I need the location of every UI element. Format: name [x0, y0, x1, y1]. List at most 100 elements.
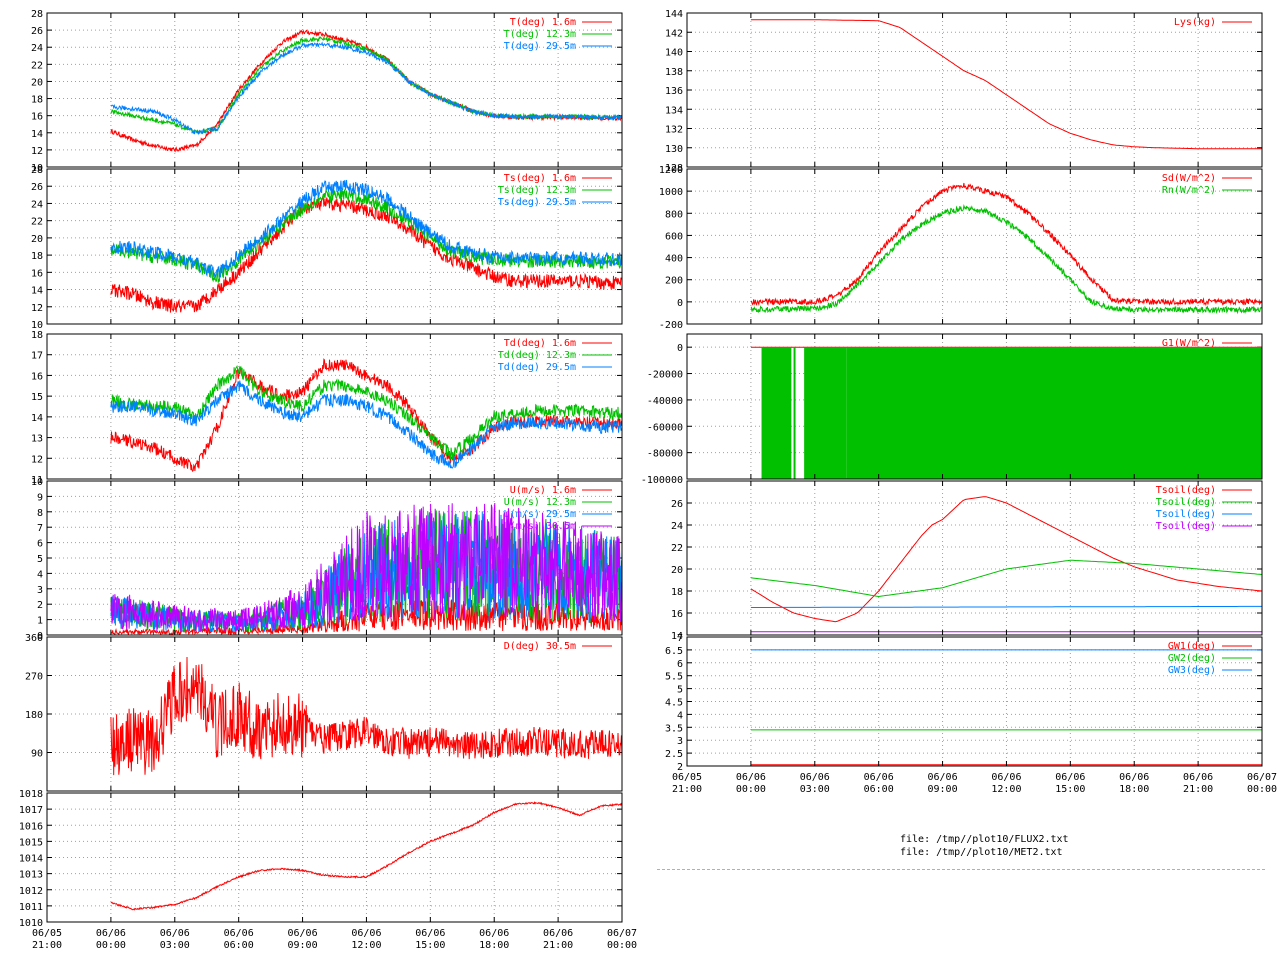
y-tick-label: 17	[31, 351, 43, 362]
y-tick-label: 16	[671, 609, 683, 620]
x-tick-label: 06/07	[607, 928, 637, 939]
y-tick-label: 2	[37, 600, 43, 611]
legend-label: Ts(deg) 29.5m	[498, 197, 576, 208]
x-tick-label: 18:00	[479, 940, 509, 951]
series-line-red	[110, 801, 623, 911]
legend-label: T(deg) 1.6m	[510, 17, 576, 28]
series-line-red	[110, 29, 623, 153]
legend-label: U(m/s) 30.5m	[504, 521, 576, 532]
y-tick-label: 24	[31, 199, 43, 210]
legend-label: Sd(W/m^2)	[1162, 173, 1216, 184]
series-line-blue	[110, 179, 623, 278]
series-line-red	[750, 496, 1263, 623]
plot-frame	[46, 480, 623, 636]
y-tick-label: 22	[31, 217, 43, 228]
x-tick-label: 09:00	[288, 940, 318, 951]
series-area-green	[846, 347, 1262, 479]
y-tick-label: 12	[31, 146, 43, 157]
x-tick-label: 21:00	[543, 940, 573, 951]
y-tick-label: 7	[677, 633, 683, 644]
y-tick-label: 26	[31, 182, 43, 193]
x-tick-label: 06/06	[800, 772, 830, 783]
x-tick-label: 12:00	[351, 940, 381, 951]
y-tick-label: 8	[37, 508, 43, 519]
plot-frame	[686, 168, 1263, 325]
series-line-blue	[110, 380, 623, 469]
x-tick-label: 06/05	[32, 928, 62, 939]
y-tick-label: 28	[31, 165, 43, 176]
x-tick-label: 06/06	[991, 772, 1021, 783]
y-tick-label: 6.5	[665, 646, 683, 657]
plot-frame	[46, 12, 623, 168]
legend-label: U(m/s) 1.6m	[510, 485, 576, 496]
x-tick-label: 09:00	[928, 784, 958, 795]
y-tick-label: 90	[31, 749, 43, 760]
y-tick-label: 1010	[19, 918, 43, 929]
y-tick-label: 134	[665, 105, 683, 116]
legend-label: Td(deg) 12.3m	[498, 350, 576, 361]
x-tick-label: 06/06	[96, 928, 126, 939]
plot-frame	[46, 636, 623, 792]
y-tick-label: 138	[665, 67, 683, 78]
y-tick-label: 26	[671, 499, 683, 510]
y-tick-label: 1014	[19, 854, 43, 865]
y-tick-label: 14	[671, 631, 683, 642]
x-tick-label: 00:00	[736, 784, 766, 795]
plot-frame	[686, 636, 1263, 767]
y-tick-label: 16	[31, 112, 43, 123]
plot-frame	[46, 792, 623, 923]
series-line-red	[750, 182, 1263, 307]
series-line-red	[110, 195, 623, 313]
x-tick-label: 06/06	[351, 928, 381, 939]
x-tick-label: 21:00	[672, 784, 702, 795]
y-tick-label: -20000	[647, 370, 683, 381]
legend-label: Rn(W/m^2)	[1162, 185, 1216, 196]
y-tick-label: 1	[37, 616, 43, 627]
y-tick-label: 1200	[659, 165, 683, 176]
y-tick-label: 0	[677, 298, 683, 309]
y-tick-label: 3	[37, 585, 43, 596]
y-tick-label: 10	[31, 320, 43, 331]
y-tick-label: 10	[31, 163, 43, 174]
y-tick-label: 140	[665, 48, 683, 59]
x-tick-label: 18:00	[1119, 784, 1149, 795]
y-tick-label: 20	[31, 234, 43, 245]
y-tick-label: 5	[677, 685, 683, 696]
plot-frame	[46, 333, 623, 480]
legend-label: G2(W/m^2)	[1162, 350, 1216, 361]
y-tick-label: 136	[665, 86, 683, 97]
legend-label: G1(W/m^2)	[1162, 338, 1216, 349]
y-tick-label: 4	[677, 710, 683, 721]
series-area-green	[804, 347, 847, 479]
y-tick-label: 5.5	[665, 672, 683, 683]
plot-frame	[46, 168, 623, 325]
y-tick-label: 130	[665, 144, 683, 155]
series-line-purple	[110, 502, 623, 633]
y-tick-label: 200	[665, 276, 683, 287]
y-tick-label: 14	[31, 413, 43, 424]
y-tick-label: 11	[31, 475, 43, 486]
legend-label: T(deg) 12.3m	[504, 29, 576, 40]
x-tick-label: 06/06	[928, 772, 958, 783]
x-tick-label: 06/07	[1247, 772, 1277, 783]
x-tick-label: 06:00	[224, 940, 254, 951]
y-tick-label: 7	[37, 523, 43, 534]
x-tick-label: 21:00	[32, 940, 62, 951]
y-tick-label: 18	[671, 587, 683, 598]
y-tick-label: 1011	[19, 902, 43, 913]
y-tick-label: 14	[31, 129, 43, 140]
y-tick-label: 10	[31, 477, 43, 488]
x-tick-label: 06/06	[864, 772, 894, 783]
file-path: file: /tmp//plot10/MET2.txt	[900, 847, 1063, 858]
x-tick-label: 00:00	[1247, 784, 1277, 795]
x-tick-label: 15:00	[415, 940, 445, 951]
y-tick-label: 5	[37, 554, 43, 565]
legend-label: Ts(deg) 1.6m	[504, 173, 576, 184]
legend-label: T(deg) 29.5m	[504, 41, 576, 52]
y-tick-label: 24	[671, 521, 683, 532]
y-tick-label: 9	[37, 492, 43, 503]
legend-label: Ts(deg) 12.3m	[498, 185, 576, 196]
x-tick-label: 06/06	[543, 928, 573, 939]
